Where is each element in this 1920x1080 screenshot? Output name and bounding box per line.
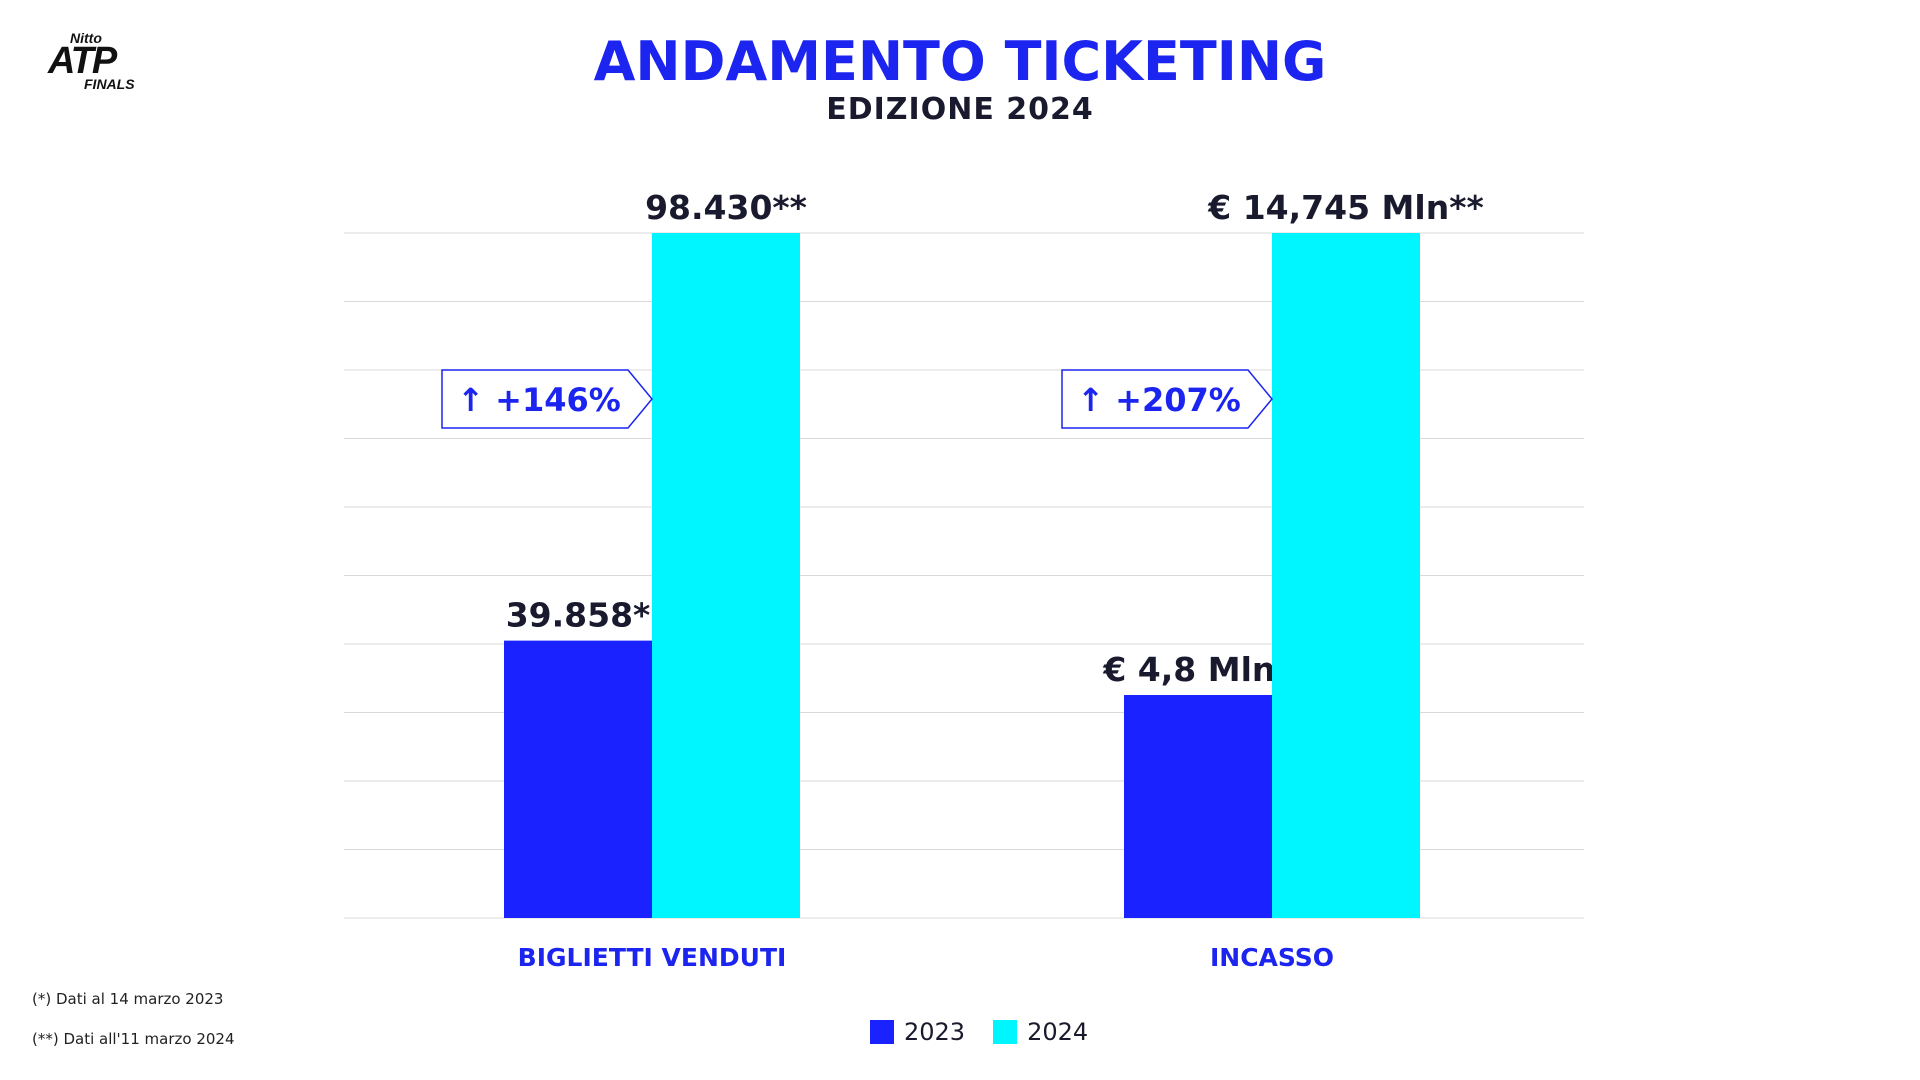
bar-chart: 39.858* 98.430** BIGLIETTI VENDUTI ↑ +146% €… xyxy=(344,188,1584,972)
legend-swatch-2023 xyxy=(870,1020,894,1044)
logo-text-main: ATP xyxy=(48,40,117,82)
bar-2024-biglietti xyxy=(652,233,800,918)
bar-2024-incasso xyxy=(1272,233,1420,918)
data-label-2024-biglietti: 98.430** xyxy=(645,188,807,227)
legend-label-2024: 2024 xyxy=(1027,1018,1089,1046)
data-label-2023-biglietti: 39.858* xyxy=(506,596,651,635)
data-label-2023-incasso: € 4,8 Mln* xyxy=(1102,650,1292,689)
footnote-2023: (*) Dati al 14 marzo 2023 xyxy=(32,990,224,1008)
category-label: BIGLIETTI VENDUTI xyxy=(518,943,787,972)
chart-legend: 2023 2024 xyxy=(870,1018,1088,1046)
growth-callout-label: ↑ +146% xyxy=(457,381,621,419)
page-title: ANDAMENTO TICKETING xyxy=(593,30,1327,93)
bar-2023-biglietti xyxy=(504,640,652,918)
logo-text-sub: FINALS xyxy=(84,76,135,92)
legend-item-2024: 2024 xyxy=(993,1018,1088,1046)
growth-callout-box xyxy=(1061,369,1273,429)
legend-swatch-2024 xyxy=(993,1020,1018,1044)
footnote-2024: (**) Dati all'11 marzo 2024 xyxy=(32,1030,235,1048)
data-label-2024-incasso: € 14,745 Mln** xyxy=(1207,188,1483,227)
bar-2023-incasso xyxy=(1124,695,1272,918)
logo-text-top: Nitto xyxy=(70,30,102,46)
growth-callout-label: ↑ +207% xyxy=(1077,381,1241,419)
category-label: INCASSO xyxy=(1210,943,1334,972)
page-subtitle: EDIZIONE 2024 xyxy=(826,92,1094,127)
growth-callout-box xyxy=(441,369,653,429)
atp-finals-logo: Nitto ATP FINALS xyxy=(44,30,154,92)
legend-item-2023: 2023 xyxy=(870,1018,965,1046)
legend-label-2023: 2023 xyxy=(904,1018,966,1046)
